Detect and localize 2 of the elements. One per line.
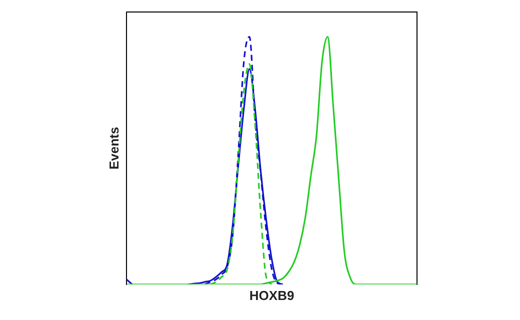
y-axis-title: Events	[106, 126, 122, 170]
x-axis-title: HOXB9	[249, 288, 294, 303]
